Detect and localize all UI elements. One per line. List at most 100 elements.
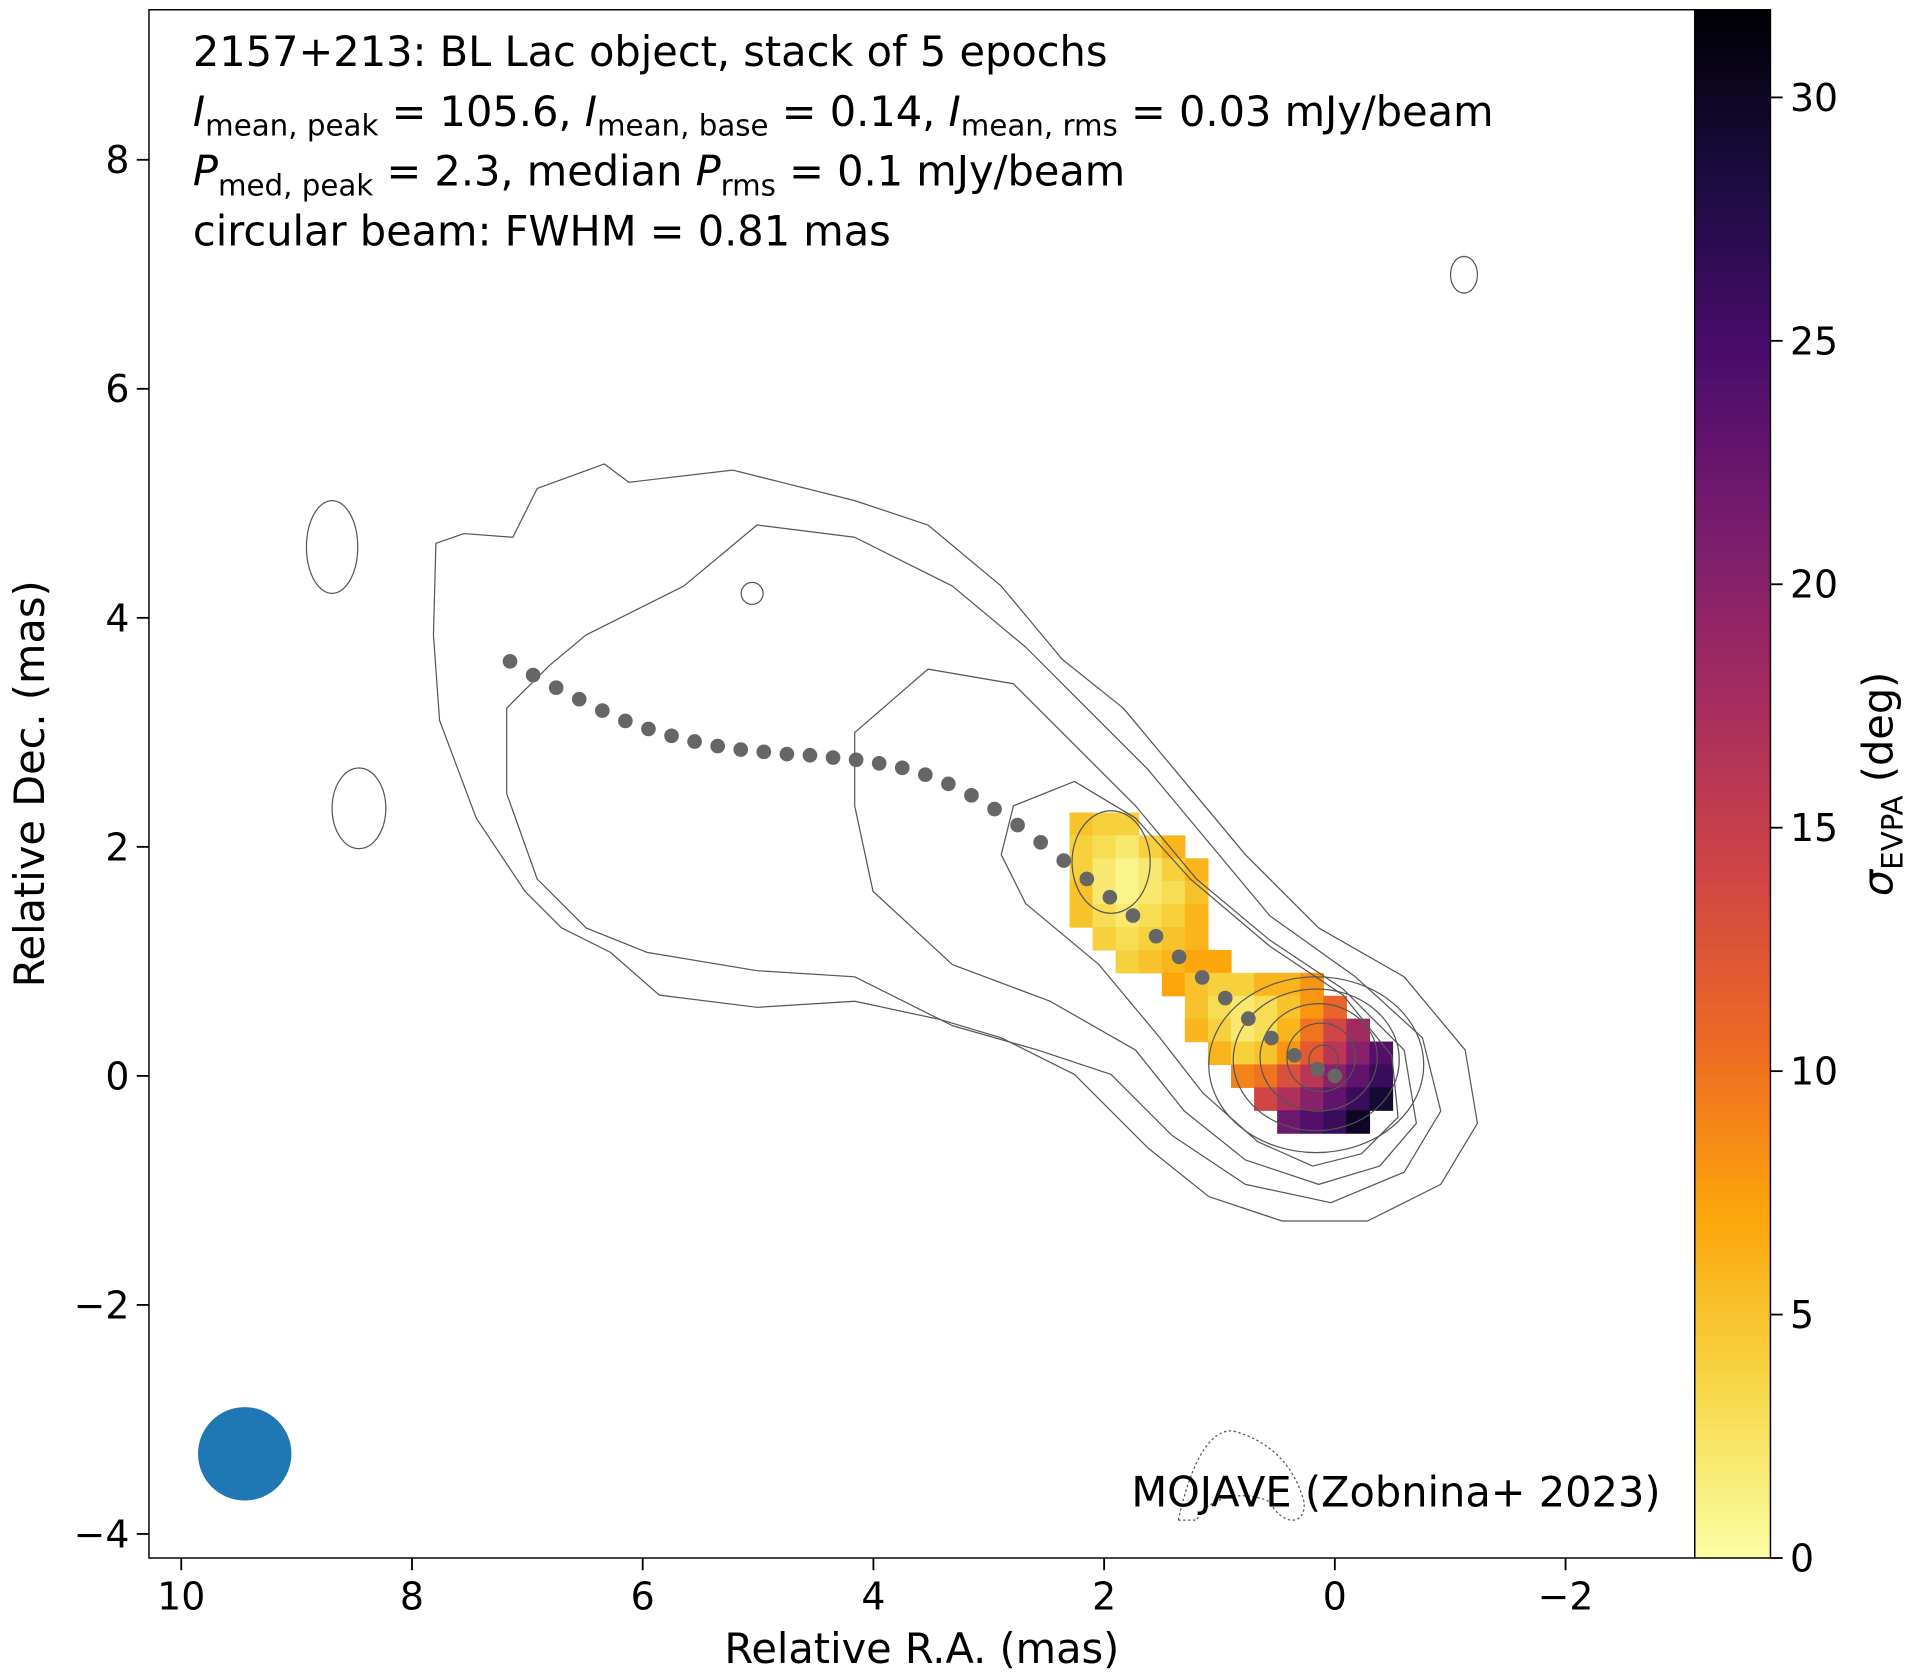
heatmap-cell — [1277, 1110, 1301, 1134]
heatmap-cell — [1323, 1018, 1347, 1043]
heatmap-cell — [1069, 904, 1094, 928]
heatmap-cell — [1207, 1041, 1232, 1066]
text-part: = 2.3, median — [373, 147, 695, 196]
heatmap-cell — [1184, 858, 1209, 882]
heatmap-cell — [1254, 1041, 1278, 1066]
ridge-point — [1287, 1047, 1302, 1063]
heatmap-cell — [1369, 1087, 1394, 1111]
ridge-line — [502, 654, 1343, 1084]
ridge-point — [1310, 1061, 1325, 1077]
heatmap-cell — [1231, 1041, 1255, 1066]
y-tick-label: 2 — [105, 825, 129, 869]
x-axis-label: Relative R.A. (mas) — [724, 1624, 1119, 1673]
text-part: rms — [721, 168, 776, 202]
text-part: 2157+213: BL Lac object, stack of 5 epoc… — [193, 27, 1108, 76]
colorbar — [1694, 9, 1772, 1559]
ridge-point — [779, 746, 795, 762]
ridge-point — [848, 752, 864, 768]
contour — [1208, 976, 1425, 1154]
heatmap-cell — [1277, 1064, 1301, 1088]
y-tick-label: 6 — [105, 367, 129, 411]
heatmap-cell — [1161, 972, 1186, 997]
colorbar-tick-label: 25 — [1790, 319, 1838, 363]
heatmap-cell — [1115, 927, 1140, 951]
beam — [197, 1407, 292, 1501]
annotation: MOJAVE (Zobnina+ 2023) — [1131, 1468, 1660, 1517]
text-part: P — [696, 147, 721, 196]
ridge-point — [825, 750, 841, 765]
colorbar-label: σEVPA (deg) — [1854, 672, 1905, 897]
contour — [331, 767, 387, 850]
heatmap-cell — [1346, 1041, 1371, 1066]
heatmap-cell — [1254, 1064, 1278, 1088]
text-part: σ — [1854, 868, 1903, 896]
heatmap-cell — [1184, 1018, 1209, 1043]
text-part: = 0.1 mJy/beam — [776, 147, 1125, 196]
ridge-point — [917, 767, 933, 783]
heatmap-cell — [1207, 1018, 1232, 1043]
contour — [1259, 1003, 1378, 1112]
text-part: mean, peak — [205, 109, 378, 143]
contour — [740, 581, 764, 606]
heatmap-cell — [1184, 881, 1209, 905]
colorbar-tick-label: 15 — [1790, 806, 1838, 850]
ridge-point — [871, 755, 887, 771]
ridge-point — [687, 734, 702, 749]
heatmap-cell — [1092, 812, 1117, 837]
ridge-point — [1079, 871, 1095, 887]
heatmap-cell — [1323, 1041, 1347, 1066]
heatmap-cell — [1277, 1018, 1301, 1043]
y-tick-label: 0 — [105, 1054, 129, 1098]
ridge-point — [1010, 817, 1025, 833]
text-part: = 0.14, — [769, 87, 949, 136]
contour — [1308, 1044, 1339, 1076]
colorbar-tick-label: 10 — [1790, 1050, 1838, 1094]
heatmap-cell — [1069, 812, 1094, 837]
contours — [305, 255, 1479, 1521]
ridge-point — [1102, 889, 1118, 905]
contour — [1449, 255, 1479, 294]
y-tick-label: 8 — [105, 138, 129, 182]
heatmap-cell — [1115, 858, 1140, 882]
ridge-point — [710, 738, 725, 754]
x-tick-label: 2 — [1092, 1574, 1116, 1618]
ridge-point — [1194, 970, 1210, 985]
text-part: I — [193, 87, 205, 136]
text-part: (deg) — [1854, 672, 1903, 796]
ridge-point — [964, 788, 979, 803]
heatmap-cell — [1254, 995, 1278, 1020]
ridge-point — [756, 744, 772, 760]
title-line: 2157+213: BL Lac object, stack of 5 epoc… — [193, 27, 1108, 76]
text-part: mean, rms — [961, 109, 1118, 143]
heatmap-cell — [1138, 835, 1163, 859]
heatmap-cell — [1184, 927, 1209, 951]
heatmap-cell — [1161, 835, 1186, 859]
x-tick-label: 10 — [157, 1574, 205, 1618]
text-part: med, peak — [218, 168, 373, 202]
heatmap-cell — [1184, 995, 1209, 1020]
x-tick-label: 0 — [1323, 1574, 1347, 1618]
heatmap-cell — [1300, 1041, 1324, 1066]
ridge-point — [641, 721, 656, 737]
colorbar-tick-label: 0 — [1790, 1536, 1814, 1580]
heatmap-cell — [1300, 1087, 1324, 1111]
ridge-point — [1327, 1068, 1343, 1084]
ridge-point — [548, 680, 564, 696]
title-line: circular beam: FWHM = 0.81 mas — [193, 206, 891, 255]
text-part: EVPA — [1875, 795, 1905, 869]
heatmap-cell — [1184, 949, 1209, 974]
contour — [1071, 810, 1151, 914]
y-tick-label: −2 — [74, 1283, 130, 1327]
heatmap-cell — [1115, 881, 1140, 905]
colorbar-tick-label: 20 — [1790, 563, 1838, 607]
title: 2157+213: BL Lac object, stack of 5 epoc… — [193, 27, 1494, 255]
heatmap-cell — [1300, 1110, 1324, 1134]
x-tick-label: 8 — [400, 1574, 424, 1618]
text-part: mean, base — [597, 109, 769, 143]
y-tick-label: −4 — [74, 1512, 130, 1556]
heatmap-cell — [1369, 1064, 1394, 1088]
ridge-point — [1240, 1011, 1256, 1026]
heatmap-cell — [1323, 1087, 1347, 1111]
